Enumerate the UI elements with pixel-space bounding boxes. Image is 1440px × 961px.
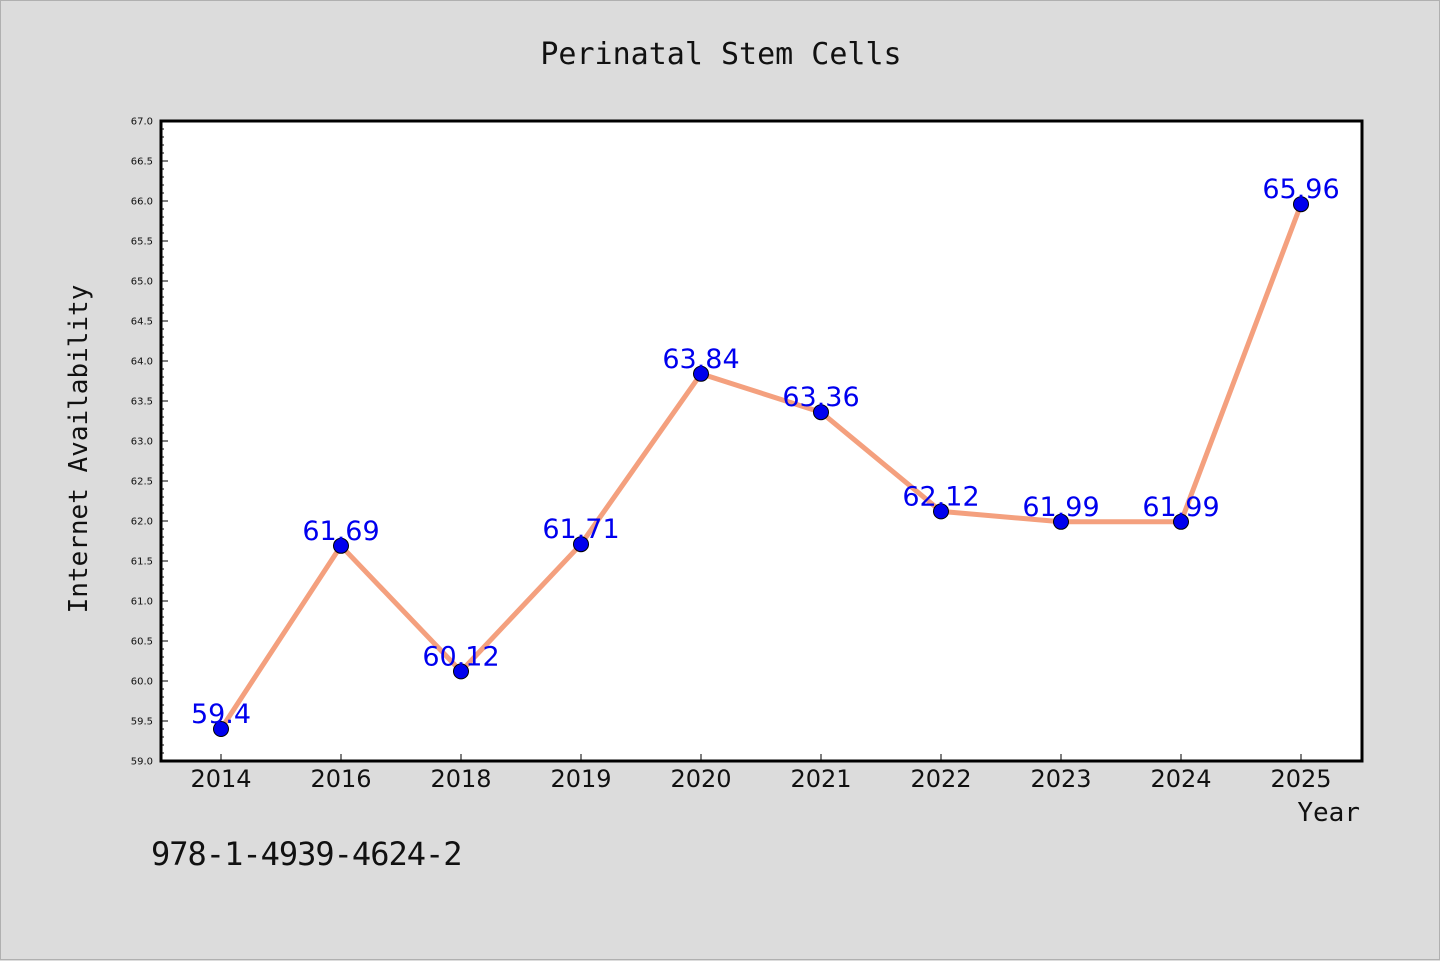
x-tick-label: 2023	[1030, 765, 1091, 793]
data-label: 63.84	[662, 344, 739, 375]
y-tick-label: 60.5	[131, 637, 153, 648]
data-point	[1293, 196, 1309, 213]
data-label: 61.99	[1022, 492, 1099, 523]
data-label: 65.96	[1262, 174, 1339, 205]
y-tick-label: 65.5	[131, 237, 153, 248]
x-tick-label: 2018	[430, 765, 491, 793]
x-tick-label: 2019	[550, 765, 611, 793]
series-layer: 59.4 61.69 60.12 61.71 63.84 63.36 62.12 61.99 6…	[191, 174, 1340, 737]
y-tick-label: 63.0	[131, 437, 153, 448]
x-tick-label: 2021	[790, 765, 851, 793]
data-label: 61.69	[302, 516, 379, 547]
data-point	[573, 536, 589, 553]
isbn-label: 978-1-4939-4624-2	[151, 835, 463, 873]
data-label: 59.4	[191, 699, 251, 730]
x-tick-label: 2022	[910, 765, 971, 793]
data-label: 61.99	[1142, 492, 1219, 523]
data-point	[213, 721, 229, 737]
y-tick-label: 59.0	[131, 757, 153, 768]
y-axis: 59.0 59.5 60.0 60.5 61.0 61.5 62.0 62.5 63.0 63.5…	[131, 117, 168, 768]
x-tick-label: 2014	[190, 765, 251, 793]
data-point	[933, 503, 949, 520]
data-label: 63.36	[782, 382, 859, 413]
data-point	[693, 365, 709, 382]
data-point	[453, 663, 469, 680]
y-tick-label: 62.0	[131, 517, 153, 528]
y-tick-label: 65.0	[131, 277, 153, 288]
x-tick-label: 2024	[1150, 765, 1211, 793]
x-axis-label: Year	[1297, 798, 1360, 828]
y-tick-label: 67.0	[131, 117, 153, 128]
data-point	[1173, 513, 1189, 530]
y-tick-label: 61.0	[131, 597, 153, 608]
y-tick-label: 61.5	[131, 557, 153, 568]
data-point	[813, 404, 829, 421]
y-tick-label: 59.5	[131, 717, 153, 728]
y-tick-label: 62.5	[131, 477, 153, 488]
x-axis: 2014 2016 2018 2019 2020 2021 2022 2023 2024 2025	[190, 754, 1332, 793]
data-point	[1053, 513, 1069, 530]
y-axis-label: Internet Availability	[64, 285, 94, 614]
data-label: 62.12	[902, 481, 979, 512]
data-label: 60.12	[422, 641, 499, 672]
y-tick-label: 64.0	[131, 357, 153, 368]
chart-title: Perinatal Stem Cells	[540, 37, 901, 72]
x-tick-label: 2025	[1270, 765, 1331, 793]
y-tick-label: 64.5	[131, 317, 153, 328]
x-tick-label: 2016	[310, 765, 371, 793]
plot-area	[159, 119, 1364, 763]
y-tick-label: 60.0	[131, 677, 153, 688]
data-label: 61.71	[542, 514, 619, 545]
series-line	[218, 201, 1304, 732]
data-point	[333, 537, 349, 554]
y-tick-label: 63.5	[131, 397, 153, 408]
y-tick-label: 66.0	[131, 197, 153, 208]
y-tick-label: 66.5	[131, 157, 153, 168]
x-tick-label: 2020	[670, 765, 731, 793]
